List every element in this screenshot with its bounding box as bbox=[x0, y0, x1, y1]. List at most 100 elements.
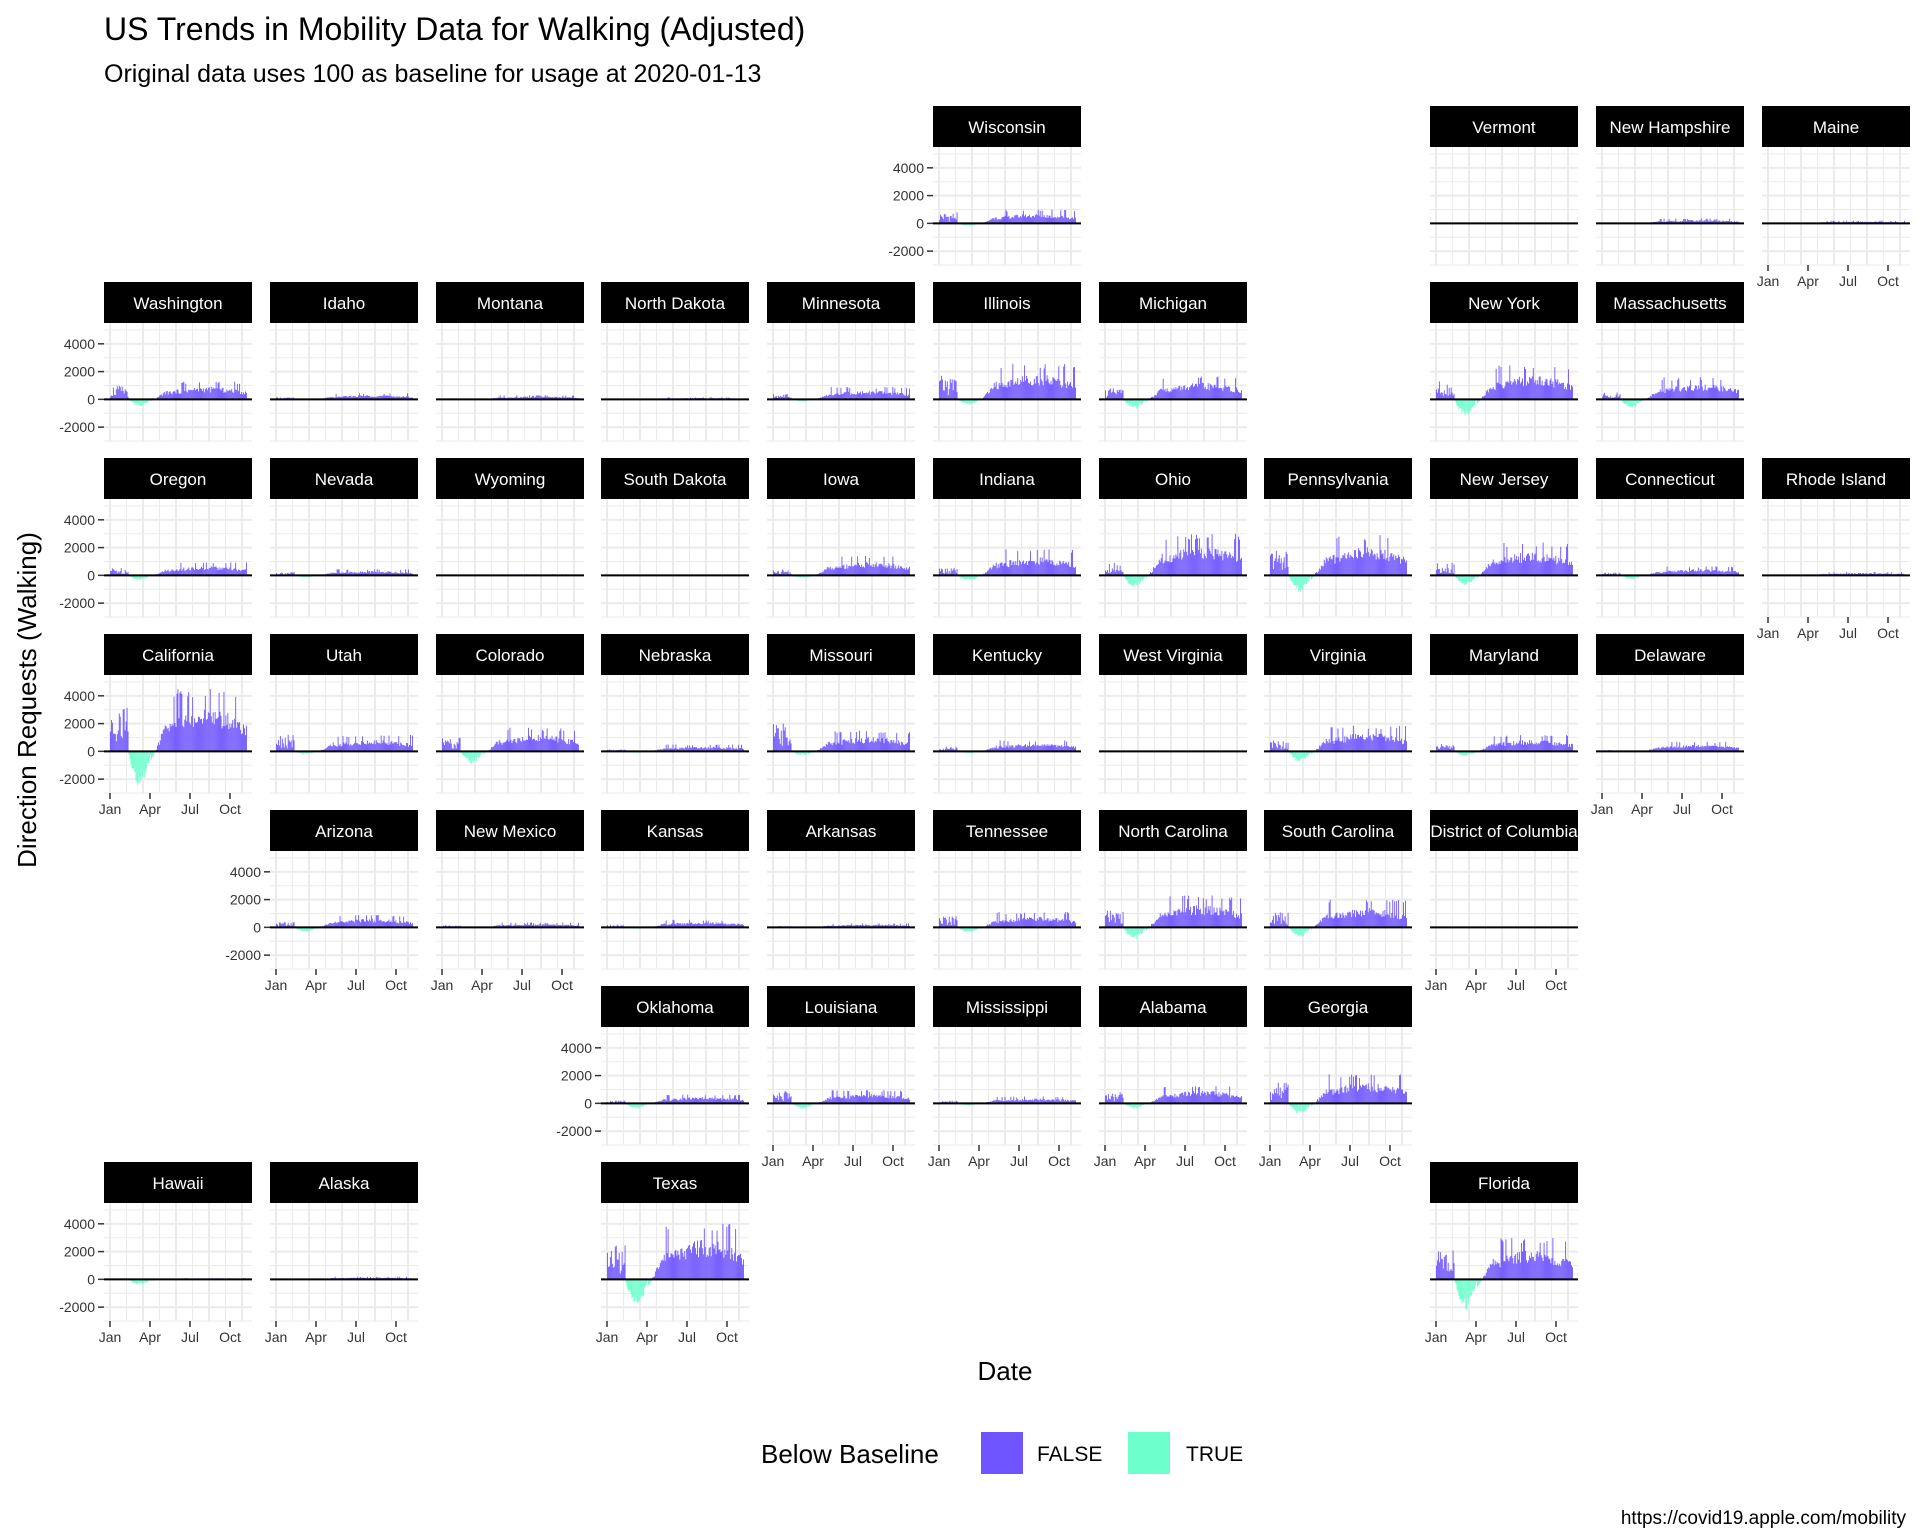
data-bar bbox=[962, 575, 964, 579]
data-bar bbox=[1014, 747, 1016, 752]
data-bar bbox=[137, 751, 139, 786]
data-bar bbox=[849, 742, 851, 752]
panel-nevada: Nevada bbox=[270, 458, 418, 618]
data-bar bbox=[1235, 378, 1237, 400]
data-bar bbox=[1144, 575, 1146, 578]
data-bar bbox=[171, 723, 173, 752]
data-bar bbox=[862, 567, 863, 576]
data-bar bbox=[1146, 575, 1147, 579]
data-bar bbox=[115, 741, 117, 752]
data-bar bbox=[158, 395, 160, 400]
data-bar bbox=[281, 573, 283, 576]
data-bar bbox=[1542, 385, 1544, 400]
data-bar bbox=[537, 734, 539, 752]
data-bar bbox=[527, 396, 529, 400]
data-bar bbox=[1009, 386, 1011, 400]
data-bar bbox=[1239, 392, 1240, 400]
data-bar bbox=[960, 575, 962, 579]
data-bar bbox=[228, 569, 230, 576]
data-bar bbox=[1118, 390, 1120, 400]
data-bar bbox=[967, 575, 969, 579]
data-bar bbox=[893, 392, 895, 400]
data-bar bbox=[1854, 573, 1855, 576]
data-bar bbox=[742, 748, 743, 752]
data-bar bbox=[560, 728, 562, 752]
data-bar bbox=[134, 751, 136, 773]
data-bar bbox=[394, 572, 396, 576]
data-bar bbox=[219, 711, 221, 752]
data-bar bbox=[1544, 381, 1546, 400]
data-bar bbox=[501, 744, 503, 752]
data-bar bbox=[552, 396, 554, 400]
data-bar bbox=[849, 388, 851, 400]
data-bar bbox=[1054, 564, 1056, 576]
data-bar bbox=[1558, 384, 1560, 400]
data-bar bbox=[845, 568, 847, 576]
data-bar bbox=[906, 388, 907, 400]
data-bar bbox=[407, 743, 409, 752]
data-bar bbox=[385, 572, 387, 576]
data-bar bbox=[1059, 380, 1061, 400]
data-bar bbox=[196, 389, 197, 400]
data-bar bbox=[1485, 567, 1487, 576]
data-bar bbox=[375, 740, 377, 752]
data-bar bbox=[1715, 220, 1717, 224]
data-bar bbox=[965, 575, 967, 580]
data-bar bbox=[1511, 384, 1513, 400]
data-bar bbox=[1216, 554, 1218, 576]
data-bar bbox=[354, 742, 356, 752]
data-bar bbox=[132, 399, 134, 402]
data-bar bbox=[1073, 746, 1074, 752]
data-bar bbox=[1703, 570, 1705, 576]
data-bar bbox=[357, 396, 359, 400]
data-bar bbox=[373, 740, 375, 752]
data-bar bbox=[400, 569, 402, 576]
data-bar bbox=[111, 395, 113, 400]
data-bar bbox=[1849, 573, 1851, 576]
data-bar bbox=[1404, 559, 1405, 576]
data-bar bbox=[1236, 387, 1238, 400]
data-bar bbox=[1474, 575, 1476, 579]
data-bar bbox=[1129, 575, 1131, 585]
data-bar bbox=[1515, 559, 1517, 576]
data-bar bbox=[1727, 390, 1729, 400]
data-bar bbox=[390, 741, 392, 752]
data-bar bbox=[523, 396, 525, 400]
data-bar bbox=[1685, 390, 1687, 400]
data-bar bbox=[208, 713, 210, 752]
data-bar bbox=[334, 745, 336, 752]
data-bar bbox=[1006, 387, 1008, 400]
data-bar bbox=[871, 391, 873, 400]
data-bar bbox=[215, 718, 217, 752]
data-bar bbox=[682, 747, 684, 752]
data-bar bbox=[1028, 561, 1029, 576]
data-bar bbox=[202, 562, 204, 576]
data-bar bbox=[1540, 384, 1542, 400]
data-bar bbox=[473, 751, 475, 763]
data-bar bbox=[142, 575, 144, 579]
data-bar bbox=[987, 220, 989, 224]
data-bar bbox=[778, 397, 780, 400]
data-bar bbox=[1008, 747, 1010, 752]
data-bar bbox=[1689, 220, 1690, 224]
data-bar bbox=[1707, 388, 1709, 400]
data-bar bbox=[663, 748, 665, 752]
data-bar bbox=[1143, 575, 1145, 579]
data-bar bbox=[971, 575, 973, 580]
data-bar bbox=[1720, 571, 1722, 576]
data-bar bbox=[840, 387, 842, 400]
data-bar bbox=[868, 557, 870, 576]
data-bar bbox=[1699, 220, 1701, 224]
data-bar bbox=[366, 740, 368, 752]
data-bar bbox=[955, 219, 957, 224]
data-bar bbox=[995, 562, 997, 576]
data-bar bbox=[785, 737, 787, 752]
data-bar bbox=[875, 741, 877, 752]
data-bar bbox=[1549, 558, 1551, 576]
data-bar bbox=[1204, 556, 1206, 576]
facet-strip bbox=[270, 458, 418, 499]
data-bar bbox=[1154, 567, 1156, 576]
data-bar bbox=[1167, 391, 1169, 400]
data-bar bbox=[1163, 562, 1165, 576]
data-bar bbox=[1063, 746, 1065, 752]
